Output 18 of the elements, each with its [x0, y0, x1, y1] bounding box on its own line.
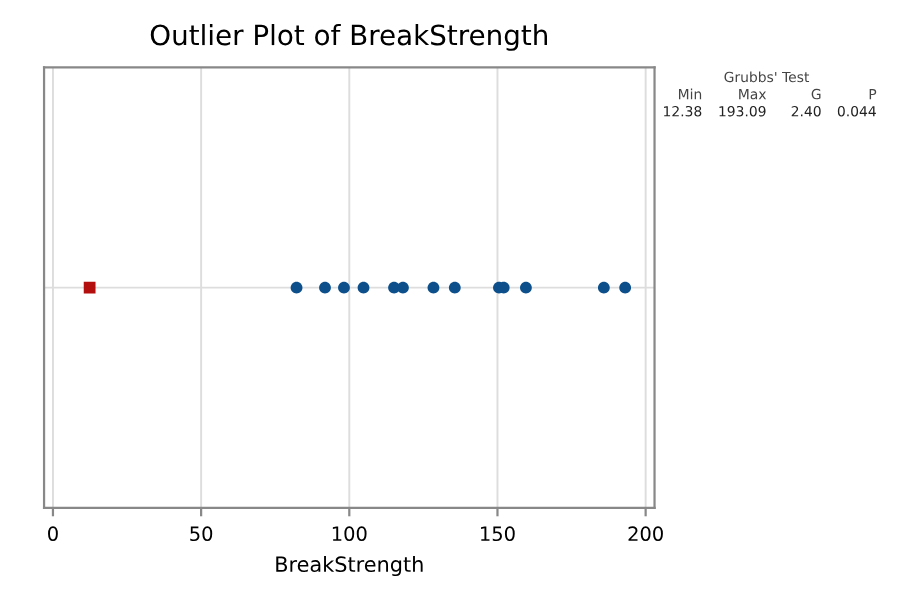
point	[83, 281, 96, 294]
point	[597, 281, 610, 294]
point	[357, 281, 370, 294]
x-tick-label: 100	[332, 526, 367, 542]
x-tick-label: 50	[190, 526, 213, 542]
chart-title: Outlier Plot of BreakStrength	[150, 23, 547, 51]
x-tick-label: 150	[481, 526, 515, 542]
x-tick-label: 0	[48, 526, 58, 542]
x-axis-title: BreakStrength	[276, 555, 423, 577]
point	[319, 281, 331, 294]
point	[520, 281, 532, 294]
point	[338, 281, 350, 294]
point	[619, 281, 632, 294]
point	[397, 281, 409, 294]
point	[448, 281, 461, 294]
point	[427, 281, 440, 294]
point	[290, 281, 303, 294]
x-tick-label: 200	[628, 526, 663, 542]
